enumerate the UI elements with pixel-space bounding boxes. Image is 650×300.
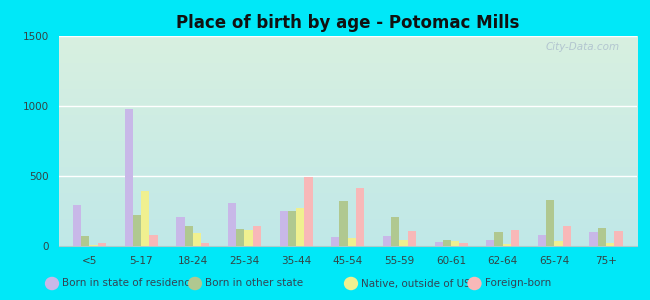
Bar (201, 244, 209, 246)
Bar (296, 208, 304, 246)
Bar (150, 235, 158, 246)
Bar (460, 243, 467, 246)
Bar (304, 177, 313, 246)
Bar (133, 215, 141, 246)
Bar (408, 231, 416, 246)
Bar (236, 229, 244, 246)
Bar (332, 237, 339, 246)
Bar (606, 243, 614, 246)
Text: Born in other state: Born in other state (205, 278, 304, 289)
Bar (141, 191, 150, 246)
Bar (554, 241, 563, 246)
Text: Native, outside of US: Native, outside of US (361, 278, 471, 289)
Bar (451, 241, 460, 246)
Bar (598, 228, 606, 246)
Text: Foreign-born: Foreign-born (485, 278, 551, 289)
Bar (280, 211, 288, 246)
Bar (356, 188, 364, 246)
Bar (391, 217, 399, 246)
Text: City-Data.com: City-Data.com (545, 42, 619, 52)
Title: Place of birth by age - Potomac Mills: Place of birth by age - Potomac Mills (176, 14, 519, 32)
Bar (125, 109, 133, 246)
Bar (288, 211, 296, 246)
Bar (563, 226, 571, 246)
Bar (98, 244, 106, 246)
Text: Born in state of residence: Born in state of residence (62, 278, 197, 289)
Bar (81, 236, 90, 246)
Bar (193, 233, 201, 246)
Bar (244, 230, 253, 246)
Bar (486, 240, 495, 246)
Bar (73, 206, 81, 246)
Bar (495, 232, 502, 246)
Bar (538, 235, 546, 246)
Bar (443, 240, 451, 246)
Bar (176, 217, 185, 246)
Bar (511, 230, 519, 246)
Bar (435, 242, 443, 246)
Bar (339, 200, 348, 246)
Bar (228, 202, 236, 246)
Bar (502, 244, 511, 246)
Bar (614, 231, 623, 246)
Bar (253, 226, 261, 246)
Bar (185, 226, 193, 246)
Bar (90, 244, 97, 246)
Bar (590, 232, 598, 246)
Bar (383, 236, 391, 246)
Bar (546, 200, 554, 246)
Bar (348, 238, 356, 246)
Bar (399, 240, 408, 246)
